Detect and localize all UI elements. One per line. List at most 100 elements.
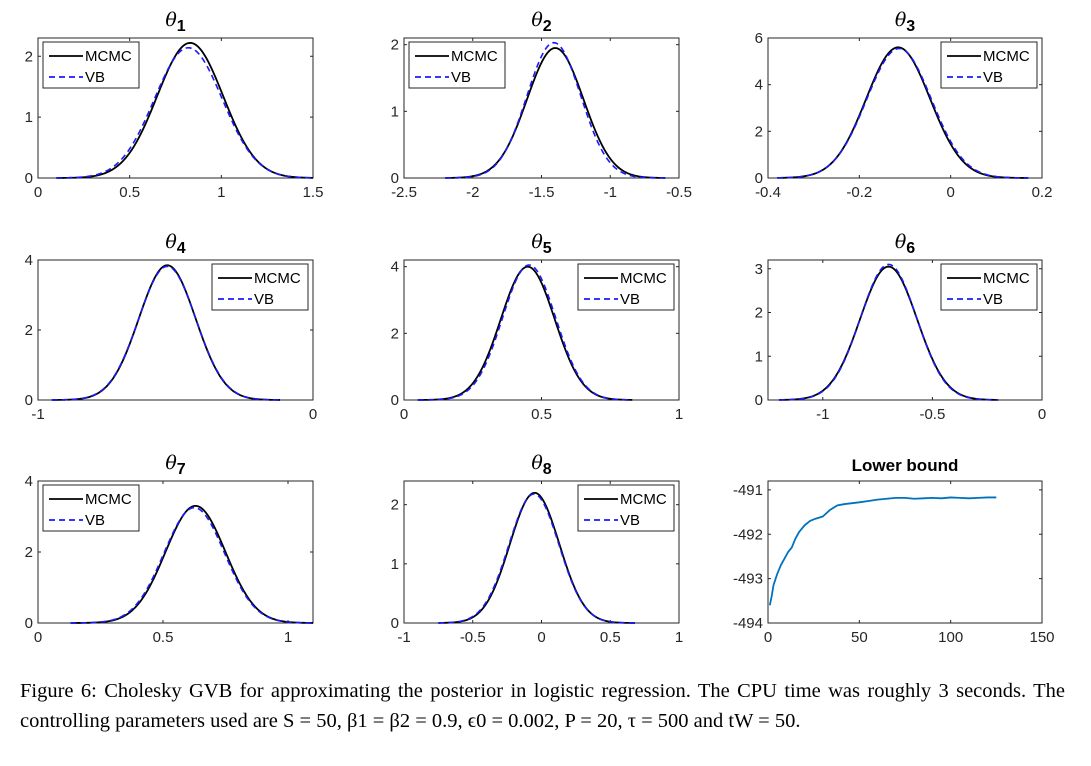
vb-density-line bbox=[777, 47, 1029, 179]
caption-label: Figure 6: bbox=[20, 680, 97, 702]
legend: MCMC VB bbox=[577, 484, 675, 532]
legend-box bbox=[577, 263, 675, 311]
y-tick-label: -491 bbox=[733, 482, 763, 499]
x-tick-label: 0.2 bbox=[1032, 184, 1053, 201]
vb-density-line bbox=[445, 41, 666, 179]
y-tick-label: 0 bbox=[25, 170, 33, 187]
y-tick-label: 2 bbox=[391, 37, 399, 54]
panel-title: θ2 bbox=[531, 9, 551, 35]
legend-vb-label: VB bbox=[85, 512, 105, 529]
x-tick-label: 1.5 bbox=[303, 184, 324, 201]
y-tick-label: 4 bbox=[25, 252, 33, 269]
legend-mcmc-label: MCMC bbox=[254, 270, 301, 287]
x-tick-label: 0 bbox=[946, 184, 954, 201]
x-tick-label: -2.5 bbox=[391, 184, 417, 201]
x-tick-label: 0 bbox=[537, 629, 545, 646]
panel-title: θ5 bbox=[531, 231, 551, 257]
lower-bound-line bbox=[768, 496, 997, 606]
x-tick-label: 1 bbox=[284, 629, 292, 646]
x-tick-label: -0.5 bbox=[666, 184, 692, 201]
legend-mcmc-label: MCMC bbox=[983, 48, 1030, 65]
title-subscript: 1 bbox=[177, 18, 186, 35]
title-symbol: θ bbox=[895, 9, 907, 31]
axes-box bbox=[767, 480, 1043, 624]
x-tick-label: 100 bbox=[938, 629, 963, 646]
title-symbol: θ bbox=[531, 231, 543, 253]
panel-title: θ7 bbox=[165, 452, 185, 478]
title-subscript: 7 bbox=[177, 461, 186, 478]
legend-box bbox=[940, 263, 1038, 311]
panel-8: -1 -0.5 0 0.5 1 0 1 2 θ8 MCMC VB bbox=[391, 452, 684, 646]
legend-box bbox=[211, 263, 309, 311]
panel-title: θ1 bbox=[165, 9, 185, 35]
legend-box bbox=[577, 484, 675, 532]
title-subscript: 8 bbox=[543, 461, 552, 478]
legend-mcmc-label: MCMC bbox=[85, 48, 132, 65]
y-tick-label: -494 bbox=[733, 615, 763, 632]
legend-box bbox=[42, 41, 140, 89]
legend: MCMC VB bbox=[577, 263, 675, 311]
mcmc-density-line bbox=[445, 47, 666, 179]
x-tick-label: 0 bbox=[764, 629, 772, 646]
mcmc-density-line bbox=[51, 264, 281, 401]
y-tick-label: -493 bbox=[733, 571, 763, 588]
x-tick-label: 0 bbox=[1038, 406, 1046, 423]
legend-vb-label: VB bbox=[620, 512, 640, 529]
title-symbol: θ bbox=[531, 9, 543, 31]
title-subscript: 6 bbox=[906, 240, 915, 257]
x-tick-label: -1.5 bbox=[529, 184, 555, 201]
legend-mcmc-label: MCMC bbox=[451, 48, 498, 65]
y-tick-label: 1 bbox=[391, 103, 399, 120]
legend-box bbox=[940, 41, 1038, 89]
y-tick-label: 2 bbox=[755, 123, 763, 140]
caption-text: Cholesky GVB for approximating the poste… bbox=[20, 680, 1065, 732]
y-tick-label: 0 bbox=[755, 392, 763, 409]
legend-vb-label: VB bbox=[85, 69, 105, 86]
panel-5: 0 0.5 1 0 2 4 θ5 MCMC VB bbox=[391, 231, 684, 423]
panel-7: 0 0.5 1 0 2 4 θ7 MCMC VB bbox=[25, 452, 314, 646]
legend: MCMC VB bbox=[408, 41, 506, 89]
x-tick-label: 0.5 bbox=[600, 629, 621, 646]
legend-box bbox=[408, 41, 506, 89]
title-subscript: 4 bbox=[177, 240, 186, 257]
legend: MCMC VB bbox=[211, 263, 309, 311]
axes-box bbox=[767, 259, 1043, 401]
x-tick-label: 50 bbox=[851, 629, 868, 646]
y-tick-label: 2 bbox=[25, 544, 33, 561]
y-tick-label: -492 bbox=[733, 526, 763, 543]
x-tick-label: -0.5 bbox=[919, 406, 945, 423]
panel-title: θ3 bbox=[895, 9, 915, 35]
x-tick-label: 0.5 bbox=[153, 629, 174, 646]
x-tick-label: -1 bbox=[816, 406, 829, 423]
x-tick-label: -0.2 bbox=[846, 184, 872, 201]
y-tick-label: 4 bbox=[25, 473, 33, 490]
panel-9: 0 50 100 150 -494 -493 -492 -491 Lower bound bbox=[733, 456, 1055, 646]
legend-mcmc-label: MCMC bbox=[620, 491, 667, 508]
title-subscript: 2 bbox=[543, 18, 552, 35]
x-tick-label: -1 bbox=[604, 184, 617, 201]
y-tick-label: 0 bbox=[25, 615, 33, 632]
x-tick-label: 0 bbox=[34, 184, 42, 201]
title-symbol: θ bbox=[531, 452, 543, 474]
legend: MCMC VB bbox=[940, 263, 1038, 311]
legend: MCMC VB bbox=[42, 484, 140, 532]
x-tick-label: -1 bbox=[397, 629, 410, 646]
panel-title: θ6 bbox=[895, 231, 915, 257]
legend-vb-label: VB bbox=[254, 291, 274, 308]
title-symbol: θ bbox=[895, 231, 907, 253]
legend: MCMC VB bbox=[42, 41, 140, 89]
legend-vb-label: VB bbox=[451, 69, 471, 86]
title-subscript: 5 bbox=[543, 240, 552, 257]
x-tick-label: -1 bbox=[31, 406, 44, 423]
x-tick-label: -2 bbox=[466, 184, 479, 201]
panel-title: θ8 bbox=[531, 452, 551, 478]
x-tick-label: -0.4 bbox=[755, 184, 781, 201]
vb-density-line bbox=[438, 493, 636, 624]
vb-density-line bbox=[56, 46, 314, 179]
y-tick-label: 1 bbox=[391, 556, 399, 573]
y-tick-label: 6 bbox=[755, 30, 763, 47]
y-tick-label: 2 bbox=[391, 497, 399, 514]
panel-6: -1 -0.5 0 0 1 2 3 θ6 MCMC VB bbox=[755, 231, 1047, 423]
